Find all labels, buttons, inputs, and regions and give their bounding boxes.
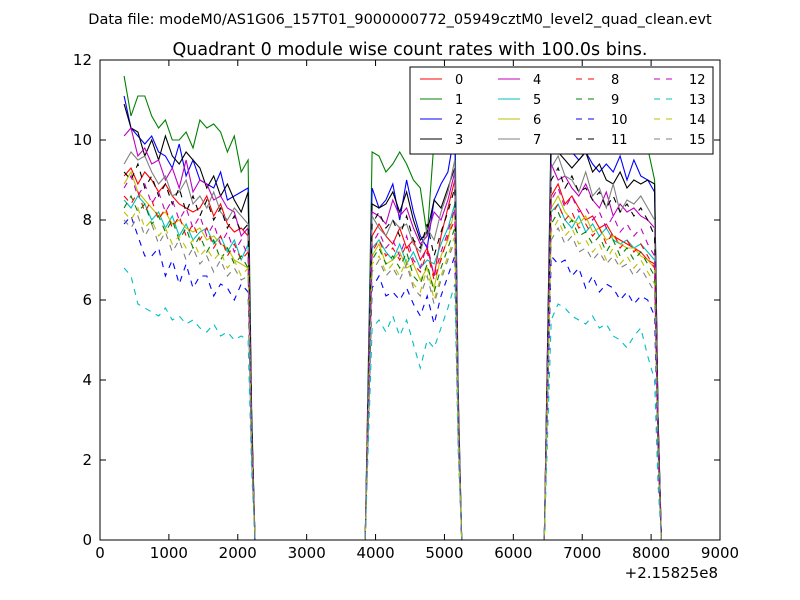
series-line-6 xyxy=(123,170,662,541)
series-line-9 xyxy=(123,194,662,541)
x-tick-label: 1000 xyxy=(150,544,188,562)
series-line-5 xyxy=(123,195,662,541)
legend-label-14: 14 xyxy=(689,113,706,128)
legend-label-4: 4 xyxy=(533,73,541,88)
x-tick-label: 4000 xyxy=(356,544,394,562)
x-tick-label: 0 xyxy=(95,544,105,562)
y-tick-label: 12 xyxy=(73,51,92,69)
chart-title: Quadrant 0 module wise count rates with … xyxy=(173,40,648,60)
legend-label-3: 3 xyxy=(455,133,463,148)
y-tick-label: 0 xyxy=(82,531,92,549)
series-line-13 xyxy=(123,267,662,541)
series-line-8 xyxy=(123,190,662,541)
y-tick-label: 10 xyxy=(73,131,92,149)
legend-label-2: 2 xyxy=(455,113,463,128)
legend-label-7: 7 xyxy=(533,133,541,148)
series-line-2 xyxy=(123,95,662,541)
plot-axes: 0 1000 2000 3000 4000 5000 6000 7000 8000 9000 0 2 4… xyxy=(73,51,739,562)
y-tick-label: 2 xyxy=(82,451,92,469)
y-tick-label: 4 xyxy=(82,371,92,389)
series-line-7 xyxy=(123,151,662,541)
x-tick-label: 5000 xyxy=(425,544,463,562)
legend-label-1: 1 xyxy=(455,93,463,108)
plot-lines xyxy=(123,75,662,541)
series-line-12 xyxy=(123,174,662,541)
series-line-11 xyxy=(123,162,662,541)
legend-label-13: 13 xyxy=(689,93,706,108)
series-line-0 xyxy=(123,166,662,541)
y-tick-label: 6 xyxy=(82,291,92,309)
series-line-3 xyxy=(123,103,662,541)
legend-label-12: 12 xyxy=(689,73,706,88)
legend-label-6: 6 xyxy=(533,113,541,128)
legend-label-8: 8 xyxy=(611,73,619,88)
series-line-15 xyxy=(123,214,662,541)
legend-label-15: 15 xyxy=(689,133,706,148)
legend-box xyxy=(409,66,714,155)
legend-label-10: 10 xyxy=(611,113,628,128)
series-line-14 xyxy=(123,206,662,541)
series-line-4 xyxy=(123,126,662,541)
legend-label-11: 11 xyxy=(611,133,628,148)
legend-label-0: 0 xyxy=(455,73,463,88)
x-tick-label: 9000 xyxy=(701,544,739,562)
x-axis-offset-label: +2.15825e8 xyxy=(625,564,718,582)
x-tick-label: 3000 xyxy=(288,544,326,562)
chart-suptitle: Data file: modeM0/AS1G06_157T01_90000007… xyxy=(88,12,712,28)
x-tick-label: 2000 xyxy=(219,544,257,562)
x-tick-label: 6000 xyxy=(494,544,532,562)
legend-label-9: 9 xyxy=(611,93,619,108)
x-tick-label: 7000 xyxy=(563,544,601,562)
x-tick-label: 8000 xyxy=(632,544,670,562)
y-tick-label: 8 xyxy=(82,211,92,229)
legend-label-5: 5 xyxy=(533,93,541,108)
